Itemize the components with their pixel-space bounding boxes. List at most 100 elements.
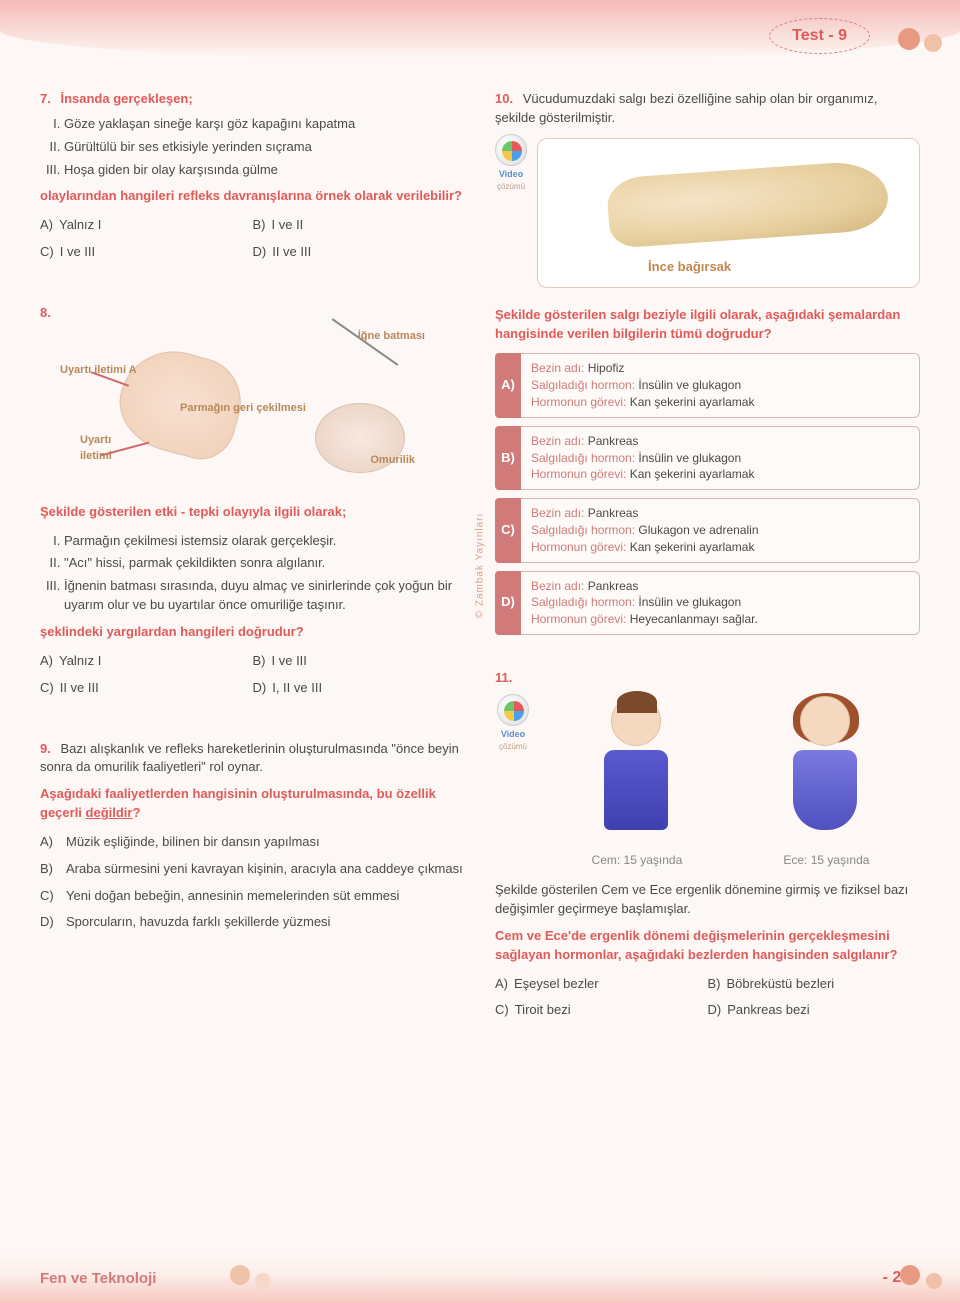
header-wave: Test - 9 — [0, 0, 960, 60]
label-parmak: Parmağın geri çekilmesi — [180, 401, 306, 417]
question-9: 9. Bazı alışkanlık ve refleks hareketler… — [40, 740, 465, 933]
opt-letter: A) — [495, 353, 521, 417]
char-body — [604, 750, 668, 830]
q10-opt-a[interactable]: A) Bezin adı: Hipofiz Salgıladığı hormon… — [495, 353, 920, 417]
q10-opt-c[interactable]: C) Bezin adı: Pankreas Salgıladığı hormo… — [495, 498, 920, 562]
q9-opt-a[interactable]: A)Müzik eşliğinde, bilinen bir dansın ya… — [40, 833, 465, 852]
q8-item-2: "Acı" hissi, parmak çekildikten sonra al… — [64, 554, 465, 573]
q10-stem: Şekilde gösterilen salgı beziyle ilgili … — [495, 306, 920, 344]
opt-content: Bezin adı: Pankreas Salgıladığı hormon: … — [521, 426, 920, 490]
deco-circle — [900, 1265, 920, 1285]
q8-opt-a[interactable]: A)Yalnız I — [40, 652, 253, 671]
opt-letter: C) — [495, 498, 521, 562]
q7-stem: olaylarından hangileri refleks davranışl… — [40, 187, 465, 206]
q11-intro: Şekilde gösterilen Cem ve Ece ergenlik d… — [495, 881, 920, 919]
pancreas-shape — [606, 159, 890, 248]
q7-item-1: Göze yaklaşan sineğe karşı göz kapağını … — [64, 115, 465, 134]
label-needle: İğne batması — [358, 329, 425, 345]
deco-circle — [926, 1273, 942, 1289]
q10-opt-d[interactable]: D) Bezin adı: Pankreas Salgıladığı hormo… — [495, 571, 920, 635]
q7-title: İnsanda gerçekleşen; — [60, 91, 192, 106]
opt-content: Bezin adı: Pankreas Salgıladığı hormon: … — [521, 571, 920, 635]
q8-diagram: İğne batması Uyartı iletimi A Parmağın g… — [40, 323, 465, 493]
char-body — [793, 750, 857, 830]
video-icon — [495, 134, 527, 166]
deco-circle — [898, 28, 920, 50]
q7-options: A)Yalnız I B)I ve II C)I ve III D)II ve … — [40, 216, 465, 270]
question-10: 10. Vücudumuzdaki salgı bezi özelliğine … — [495, 90, 920, 635]
char-head — [800, 696, 850, 746]
q7-item-2: Gürültülü bir ses etkisiyle yerinden sıç… — [64, 138, 465, 157]
char-captions: Cem: 15 yaşında Ece: 15 yaşında — [541, 852, 920, 869]
footer-subject: Fen ve Teknoloji — [40, 1270, 156, 1287]
q8-options: A)Yalnız I B)I ve III C)II ve III D)I, I… — [40, 652, 465, 706]
char-hair — [617, 691, 657, 713]
video-icon-wrap: Video çözümü — [493, 134, 529, 193]
q7-list: Göze yaklaşan sineğe karşı göz kapağını … — [40, 115, 465, 180]
q8-number: 8. — [40, 305, 51, 320]
opt-letter: D) — [495, 571, 521, 635]
q8-item-1: Parmağın çekilmesi istemsiz olarak gerçe… — [64, 532, 465, 551]
q10-number: 10. — [495, 91, 513, 106]
deco-circle — [255, 1273, 271, 1289]
q11-options: A)Eşeysel bezler B)Böbreküstü bezleri C)… — [495, 975, 920, 1029]
label-omurilik: Omurilik — [370, 453, 415, 469]
video-sub: çözümü — [499, 741, 527, 753]
q8-opt-b[interactable]: B)I ve III — [253, 652, 466, 671]
q10-opt-b[interactable]: B) Bezin adı: Pankreas Salgıladığı hormo… — [495, 426, 920, 490]
q11-opt-c[interactable]: C)Tiroit bezi — [495, 1001, 708, 1020]
caption-ece: Ece: 15 yaşında — [783, 852, 869, 869]
q11-stem: Cem ve Ece'de ergenlik dönemi değişmeler… — [495, 927, 920, 965]
q9-number: 9. — [40, 741, 51, 756]
opt-content: Bezin adı: Pankreas Salgıladığı hormon: … — [521, 498, 920, 562]
test-badge: Test - 9 — [769, 18, 870, 54]
q9-intro: Bazı alışkanlık ve refleks hareketlerini… — [40, 741, 459, 775]
opt-letter: B) — [495, 426, 521, 490]
char-hair — [793, 693, 859, 743]
deco-circle — [230, 1265, 250, 1285]
character-row — [541, 696, 920, 846]
video-caption: Video — [499, 168, 523, 181]
q9-opt-b[interactable]: B)Araba sürmesini yeni kavrayan kişinin,… — [40, 860, 465, 879]
video-sub: çözümü — [497, 181, 525, 193]
q7-number: 7. — [40, 91, 51, 106]
q8-opt-c[interactable]: C)II ve III — [40, 679, 253, 698]
video-icon — [497, 694, 529, 726]
opt-content: Bezin adı: Hipofiz Salgıladığı hormon: İ… — [521, 353, 920, 417]
video-icon-wrap: Video çözümü — [493, 694, 533, 753]
q8-stem: şeklindeki yargılardan hangileri doğrudu… — [40, 623, 465, 642]
footer: Fen ve Teknoloji - 25 - — [0, 1253, 960, 1303]
q11-number: 11. — [495, 670, 512, 685]
publisher-text: © Zambak Yayınları — [475, 513, 486, 619]
q11-opt-d[interactable]: D)Pankreas bezi — [708, 1001, 921, 1020]
right-column: 10. Vücudumuzdaki salgı bezi özelliğine … — [495, 90, 920, 1062]
q10-intro: Vücudumuzdaki salgı bezi özelliğine sahi… — [495, 91, 878, 125]
char-head — [611, 696, 661, 746]
question-11: 11. Video çözümü — [495, 669, 920, 1028]
left-column: 7. İnsanda gerçekleşen; Göze yaklaşan si… — [40, 90, 465, 1062]
q10-diagram: İnce bağırsak — [537, 138, 920, 288]
q7-opt-d[interactable]: D)II ve III — [253, 243, 466, 262]
label-uyarti-a: Uyartı iletimi A — [60, 363, 137, 379]
q8-list: Parmağın çekilmesi istemsiz olarak gerçe… — [40, 532, 465, 615]
q7-opt-a[interactable]: A)Yalnız I — [40, 216, 253, 235]
q9-stem: Aşağıdaki faaliyetlerden hangisinin oluş… — [40, 785, 465, 823]
q7-item-3: Hoşa giden bir olay karşısında gülme — [64, 161, 465, 180]
character-ece — [780, 696, 870, 846]
q9-options: A)Müzik eşliğinde, bilinen bir dansın ya… — [40, 833, 465, 932]
q8-item-3: İğnenin batması sırasında, duyu almaç ve… — [64, 577, 465, 615]
caption-cem: Cem: 15 yaşında — [592, 852, 683, 869]
q11-opt-b[interactable]: B)Böbreküstü bezleri — [708, 975, 921, 994]
character-cem — [591, 696, 681, 846]
pancreas-label: İnce bağırsak — [648, 258, 731, 277]
question-8: 8. İğne batması Uyartı iletimi A Parmağı… — [40, 304, 465, 706]
q11-opt-a[interactable]: A)Eşeysel bezler — [495, 975, 708, 994]
video-caption: Video — [501, 728, 525, 741]
q7-opt-c[interactable]: C)I ve III — [40, 243, 253, 262]
question-7: 7. İnsanda gerçekleşen; Göze yaklaşan si… — [40, 90, 465, 270]
q9-opt-d[interactable]: D)Sporcuların, havuzda farklı şekillerde… — [40, 913, 465, 932]
q8-opt-d[interactable]: D)I, II ve III — [253, 679, 466, 698]
deco-circle — [924, 34, 942, 52]
q9-opt-c[interactable]: C)Yeni doğan bebeğin, annesinin memeleri… — [40, 887, 465, 906]
q7-opt-b[interactable]: B)I ve II — [253, 216, 466, 235]
